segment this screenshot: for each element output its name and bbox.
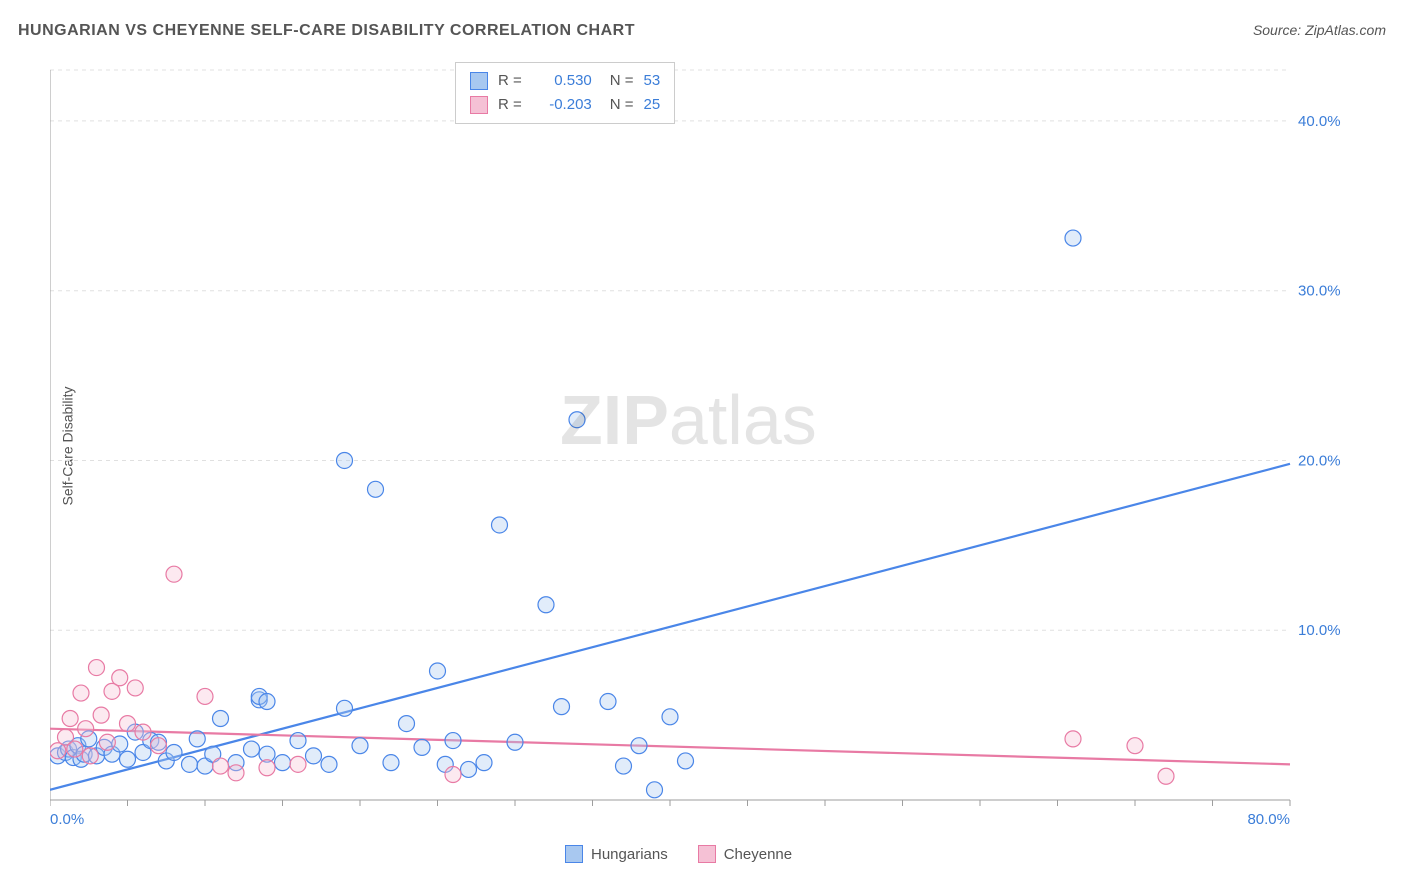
data-point (120, 751, 136, 767)
legend-label: Cheyenne (724, 846, 792, 863)
swatch-icon (470, 72, 488, 90)
data-point (1065, 230, 1081, 246)
data-point (352, 738, 368, 754)
x-tick-label: 80.0% (1247, 811, 1290, 828)
r-value: -0.203 (532, 93, 592, 117)
y-tick-label: 20.0% (1298, 452, 1341, 469)
n-value: 53 (644, 69, 661, 93)
swatch-icon (698, 845, 716, 863)
data-point (120, 716, 136, 732)
data-point (89, 660, 105, 676)
stats-row-cheyenne: R = -0.203 N = 25 (470, 93, 660, 117)
data-point (244, 741, 260, 757)
data-point (337, 700, 353, 716)
chart-svg: 10.0% 20.0% 30.0% 40.0% 0.0% 80.0% (50, 60, 1350, 830)
data-point (492, 517, 508, 533)
data-point (647, 782, 663, 798)
data-point (507, 734, 523, 750)
data-point (538, 597, 554, 613)
legend: Hungarians Cheyenne (565, 845, 792, 863)
stats-row-hungarians: R = 0.530 N = 53 (470, 69, 660, 93)
data-point (569, 412, 585, 428)
data-point (1127, 738, 1143, 754)
data-point (306, 748, 322, 764)
data-point (62, 711, 78, 727)
data-point (445, 733, 461, 749)
data-point (414, 739, 430, 755)
data-point (189, 731, 205, 747)
data-point (135, 724, 151, 740)
data-point (321, 756, 337, 772)
data-point (600, 694, 616, 710)
data-point (275, 755, 291, 771)
data-point (368, 481, 384, 497)
data-point (151, 738, 167, 754)
data-point (166, 566, 182, 582)
data-point (616, 758, 632, 774)
data-point (112, 670, 128, 686)
data-point (631, 738, 647, 754)
data-point (1158, 768, 1174, 784)
data-point (67, 741, 83, 757)
data-point (383, 755, 399, 771)
data-point (290, 756, 306, 772)
data-point (662, 709, 678, 725)
r-value: 0.530 (532, 69, 592, 93)
data-point (445, 767, 461, 783)
data-point (228, 765, 244, 781)
swatch-icon (470, 96, 488, 114)
chart-container: HUNGARIAN VS CHEYENNE SELF-CARE DISABILI… (0, 0, 1406, 892)
r-label: R = (498, 69, 522, 93)
data-point (99, 734, 115, 750)
data-point (259, 694, 275, 710)
r-label: R = (498, 93, 522, 117)
data-point (93, 707, 109, 723)
n-label: N = (610, 69, 634, 93)
legend-item-hungarians: Hungarians (565, 845, 668, 863)
data-point (461, 761, 477, 777)
data-point (430, 663, 446, 679)
legend-label: Hungarians (591, 846, 668, 863)
correlation-stats-box: R = 0.530 N = 53 R = -0.203 N = 25 (455, 62, 675, 124)
legend-item-cheyenne: Cheyenne (698, 845, 792, 863)
data-point (82, 748, 98, 764)
source-attribution: Source: ZipAtlas.com (1253, 22, 1386, 38)
data-point (213, 711, 229, 727)
y-tick-label: 10.0% (1298, 622, 1341, 639)
data-point (399, 716, 415, 732)
data-point (73, 685, 89, 701)
data-point (476, 755, 492, 771)
trend-line-hungarians (50, 464, 1290, 790)
data-point (213, 758, 229, 774)
data-point (554, 699, 570, 715)
n-label: N = (610, 93, 634, 117)
x-tick-label: 0.0% (50, 811, 84, 828)
data-point (337, 452, 353, 468)
chart-title: HUNGARIAN VS CHEYENNE SELF-CARE DISABILI… (18, 22, 635, 40)
data-point (678, 753, 694, 769)
y-tick-label: 30.0% (1298, 283, 1341, 300)
data-point (166, 744, 182, 760)
data-point (197, 688, 213, 704)
data-point (182, 756, 198, 772)
plot-area: 10.0% 20.0% 30.0% 40.0% 0.0% 80.0% (50, 60, 1350, 830)
data-point (1065, 731, 1081, 747)
swatch-icon (565, 845, 583, 863)
data-point (127, 680, 143, 696)
n-value: 25 (644, 93, 661, 117)
data-point (290, 733, 306, 749)
data-point (78, 721, 94, 737)
y-tick-label: 40.0% (1298, 113, 1341, 130)
data-point (259, 760, 275, 776)
